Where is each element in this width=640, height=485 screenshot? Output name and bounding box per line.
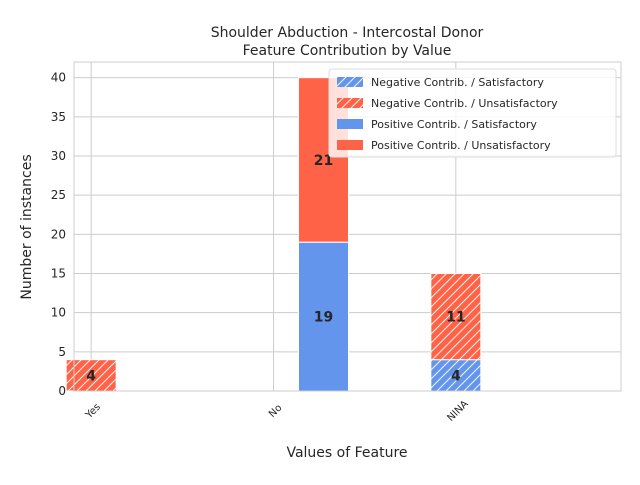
chart-title-line2: Feature Contribution by Value: [243, 43, 452, 59]
legend-swatch-hatch: [337, 77, 363, 87]
y-tick-label: 15: [51, 267, 66, 281]
bar-hatch: [430, 273, 481, 360]
y-tick-label: 40: [51, 71, 66, 85]
legend: Negative Contrib. / Satisfactory Negative…: [328, 68, 617, 158]
bar-value-label: 21: [314, 153, 333, 169]
legend-entry-label: Positive Contrib. / Satisfactory: [371, 118, 537, 131]
x-tick-label: NINA: [445, 398, 470, 423]
bar-value-label: 11: [446, 310, 465, 326]
x-axis-label: Values of Feature: [286, 445, 407, 461]
legend-swatch: [337, 140, 363, 150]
chart-title-line1: Shoulder Abduction - Intercostal Donor: [211, 25, 484, 41]
y-tick-label: 35: [51, 110, 66, 124]
bar-value-label: 19: [314, 310, 333, 326]
legend-swatch: [337, 119, 363, 129]
y-tick-label: 30: [51, 149, 66, 163]
legend-box: [328, 68, 617, 158]
legend-entry-label: Negative Contrib. / Satisfactory: [371, 76, 544, 89]
x-tick-label: No: [267, 403, 284, 420]
legend-entry-label: Positive Contrib. / Unsatisfactory: [371, 139, 551, 152]
x-tick-label: Yes: [83, 402, 103, 422]
y-tick-label: 25: [51, 188, 66, 202]
legend-entry-label: Negative Contrib. / Unsatisfactory: [371, 97, 558, 110]
bar-value-label: 4: [86, 368, 96, 384]
y-tick-label: 20: [51, 227, 66, 241]
y-tick-label: 0: [58, 384, 66, 398]
plot-frame: [73, 61, 622, 392]
bar-hatch: [430, 359, 481, 391]
y-tick-label: 10: [51, 306, 66, 320]
bar-value-label: 4: [451, 368, 461, 384]
y-axis-label: Number of instances: [19, 154, 35, 299]
bar-labels: 4 4 11 19 21: [86, 153, 465, 384]
y-tick-label: 5: [58, 345, 66, 359]
legend-swatch-hatch: [337, 98, 363, 108]
